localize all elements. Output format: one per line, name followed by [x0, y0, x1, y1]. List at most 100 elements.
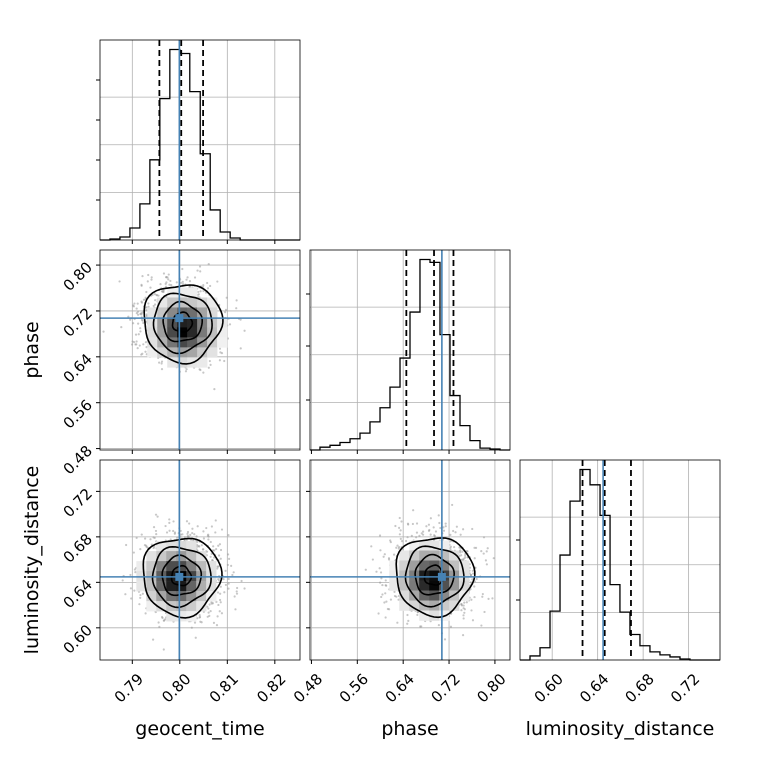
sample-point	[140, 283, 143, 287]
sample-point	[444, 525, 447, 528]
density-cell	[439, 540, 450, 551]
density-cells	[136, 541, 217, 622]
sample-point	[462, 557, 465, 560]
sample-point	[133, 302, 136, 305]
density-cell	[429, 580, 440, 591]
sample-point	[235, 307, 238, 310]
sample-point	[223, 591, 226, 594]
sample-point	[139, 548, 142, 551]
sample-point	[144, 350, 147, 353]
sample-point	[141, 275, 144, 278]
density-cell	[166, 561, 177, 572]
sample-point	[217, 603, 220, 607]
sample-point	[397, 598, 400, 601]
sample-point	[465, 601, 468, 604]
sample-point	[208, 359, 211, 363]
sample-point	[384, 616, 387, 619]
sample-point	[415, 522, 419, 525]
density-cell	[197, 327, 208, 338]
density-cell	[419, 590, 430, 601]
sample-point	[160, 362, 163, 365]
sample-point	[433, 534, 436, 537]
y-tick-label: 0.72	[60, 485, 96, 521]
sample-point	[471, 569, 475, 572]
x-tick-label: 0.80	[473, 670, 509, 706]
sample-point	[137, 333, 140, 336]
sample-point	[213, 387, 216, 391]
sample-point	[462, 607, 465, 610]
density-cell	[157, 347, 168, 358]
density-cell	[409, 550, 420, 561]
axes-frame	[309, 459, 511, 661]
density-cell	[439, 580, 450, 591]
sample-point	[216, 280, 219, 283]
x-tick-label: 0.64	[576, 670, 612, 706]
sample-point	[462, 528, 465, 531]
x-axis-label-geocent_time: geocent_time	[135, 718, 264, 740]
sample-point	[186, 530, 190, 534]
sample-point	[197, 290, 200, 294]
sample-point	[129, 573, 132, 577]
density-cell	[176, 551, 187, 562]
sample-point	[197, 293, 200, 296]
sample-point	[388, 608, 391, 611]
sample-point	[392, 553, 396, 556]
density-cell	[389, 570, 400, 581]
sample-point	[227, 577, 230, 581]
sample-point	[460, 554, 463, 557]
sample-point	[480, 624, 483, 627]
density-cell	[429, 610, 440, 621]
sample-point	[481, 595, 484, 598]
sample-point	[482, 552, 485, 555]
sample-point	[151, 638, 155, 641]
sample-point	[473, 580, 476, 583]
sample-point	[230, 564, 233, 568]
sample-point	[487, 597, 490, 600]
sample-point	[407, 619, 410, 622]
sample-point	[147, 302, 150, 305]
histogram-phase	[306, 249, 511, 454]
y-tick-label: 0.72	[60, 304, 96, 340]
sample-point	[121, 579, 124, 582]
sample-point	[382, 555, 385, 558]
sample-point	[179, 281, 183, 284]
density-cell	[217, 327, 228, 338]
sample-point	[415, 536, 418, 539]
sample-point	[118, 280, 121, 283]
sample-point	[410, 534, 413, 537]
sample-point	[418, 534, 421, 537]
sample-point	[219, 601, 222, 604]
sample-point	[209, 555, 212, 558]
sample-point	[212, 556, 216, 559]
truth-marker	[437, 572, 446, 581]
sample-point	[462, 604, 465, 607]
sample-point	[231, 573, 234, 577]
sample-point	[389, 541, 392, 544]
sample-point	[383, 553, 386, 556]
sample-point	[236, 586, 239, 590]
density-cell	[166, 581, 177, 592]
sample-point	[168, 283, 171, 286]
contour-level-2	[162, 300, 203, 343]
panel-geocent_time-phase	[96, 249, 301, 454]
density-cell	[177, 317, 188, 328]
truth-marker	[175, 314, 184, 323]
sample-point	[462, 617, 465, 620]
density-cell	[207, 307, 218, 318]
density-cell	[186, 551, 197, 562]
sample-point	[181, 282, 185, 286]
x-tick-label: 0.81	[206, 670, 242, 706]
y-tick-label: 0.60	[60, 621, 96, 657]
sample-point	[158, 625, 161, 628]
density-cell	[449, 560, 460, 571]
density-cell	[166, 611, 177, 622]
sample-point	[381, 593, 384, 596]
sample-point	[131, 340, 134, 343]
sample-point	[206, 287, 210, 290]
density-cell	[146, 601, 157, 612]
sample-point	[453, 546, 456, 549]
sample-point	[214, 531, 217, 534]
sample-point	[464, 554, 467, 557]
sample-point	[209, 284, 212, 288]
sample-point	[202, 537, 206, 540]
